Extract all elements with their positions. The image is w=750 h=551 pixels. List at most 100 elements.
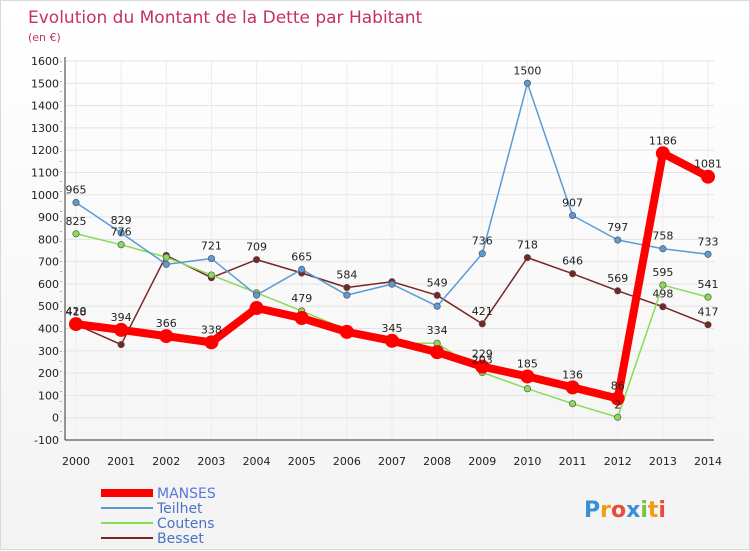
data-label: 417 (698, 306, 719, 319)
data-point (655, 146, 670, 161)
data-label: 338 (201, 323, 222, 336)
data-label: 418 (66, 306, 87, 319)
data-point (701, 169, 715, 184)
data-label: 136 (562, 368, 583, 381)
x-tick-label: 2003 (197, 455, 225, 468)
data-point (478, 250, 486, 258)
data-label: 665 (291, 250, 312, 263)
data-point (72, 199, 80, 207)
data-label: 965 (66, 184, 87, 197)
data-label: 721 (201, 240, 222, 253)
x-tick-label: 2002 (152, 455, 180, 468)
data-point (249, 301, 264, 316)
data-point (207, 271, 215, 279)
data-point (704, 250, 712, 258)
data-point (69, 317, 83, 332)
legend-label: Teilhet (156, 501, 203, 517)
data-point (294, 311, 309, 326)
legend-label: Besset (157, 531, 204, 547)
y-tick-label: 400 (38, 323, 59, 336)
data-point (298, 265, 306, 274)
data-label: 829 (111, 214, 132, 227)
y-tick-label: 100 (38, 389, 59, 402)
data-label: 733 (698, 235, 719, 248)
series-teilhet (72, 79, 712, 310)
data-label: 736 (472, 235, 493, 248)
data-label: 1500 (513, 64, 541, 77)
data-point (117, 241, 125, 249)
data-label: 334 (427, 324, 448, 337)
y-tick-label: 1600 (31, 55, 59, 68)
y-tick-label: 1200 (31, 144, 59, 157)
data-label: 709 (246, 241, 267, 254)
logo-letter: o (611, 498, 626, 523)
data-label: 541 (698, 278, 719, 291)
y-tick-label: 1400 (31, 100, 59, 113)
data-label: 776 (111, 226, 132, 239)
data-point (72, 230, 80, 238)
data-point (614, 413, 622, 421)
data-point (523, 79, 531, 87)
x-tick-label: 2007 (378, 455, 406, 468)
data-point (385, 333, 399, 348)
logo-letter: P (584, 498, 600, 523)
proxiti-logo: Proxiti (584, 498, 666, 523)
data-label: 825 (66, 215, 87, 228)
x-tick-label: 2014 (694, 455, 722, 468)
data-label: 758 (652, 230, 673, 243)
data-point (659, 281, 667, 289)
series-layer (69, 79, 715, 421)
data-point (610, 391, 625, 406)
data-point (569, 270, 577, 278)
data-label: 498 (652, 288, 673, 301)
data-point (162, 253, 170, 261)
data-label: 345 (382, 322, 403, 335)
data-point (523, 254, 531, 262)
data-point (207, 254, 215, 263)
data-label: 420 (66, 305, 87, 318)
data-label: 907 (562, 196, 583, 209)
x-tick-label: 2012 (604, 455, 632, 468)
data-point (614, 287, 622, 295)
y-tick-label: 600 (38, 278, 59, 291)
legend-label: Coutens (157, 516, 214, 532)
data-label: 549 (427, 276, 448, 289)
logo-letter: i (658, 498, 666, 523)
data-point (614, 236, 622, 244)
data-label: 1186 (649, 134, 677, 147)
x-tick-label: 2004 (243, 455, 271, 468)
data-label: 229 (472, 348, 493, 361)
data-point (659, 303, 667, 311)
series-manses (69, 146, 715, 406)
x-tick-label: 2010 (513, 455, 541, 468)
data-point (343, 291, 351, 299)
grid-lines (65, 60, 714, 441)
y-tick-label: 0 (52, 412, 59, 425)
data-point (343, 283, 351, 292)
y-tick-label: 1300 (31, 122, 59, 135)
data-point (569, 211, 577, 220)
data-label: 86 (611, 380, 625, 393)
data-point (430, 345, 445, 360)
x-tick-label: 2001 (107, 455, 135, 468)
data-point (520, 369, 535, 384)
data-point (253, 256, 261, 264)
data-label: 569 (607, 272, 628, 285)
data-point (162, 260, 170, 268)
x-tick-label: 2000 (62, 455, 90, 468)
data-label: 203 (472, 353, 493, 366)
logo-letter: x (626, 498, 640, 523)
y-tick-label: 200 (38, 367, 59, 380)
y-tick-label: 300 (38, 345, 59, 358)
data-point (565, 380, 580, 395)
x-tick-label: 2005 (288, 455, 316, 468)
data-point (114, 322, 129, 337)
data-point (117, 341, 125, 349)
y-tick-label: 800 (38, 233, 59, 246)
y-tick-label: 1500 (31, 77, 59, 90)
y-tick-label: 1100 (31, 166, 59, 179)
chart-subtitle: (en €) (28, 31, 61, 44)
data-point (339, 324, 354, 339)
